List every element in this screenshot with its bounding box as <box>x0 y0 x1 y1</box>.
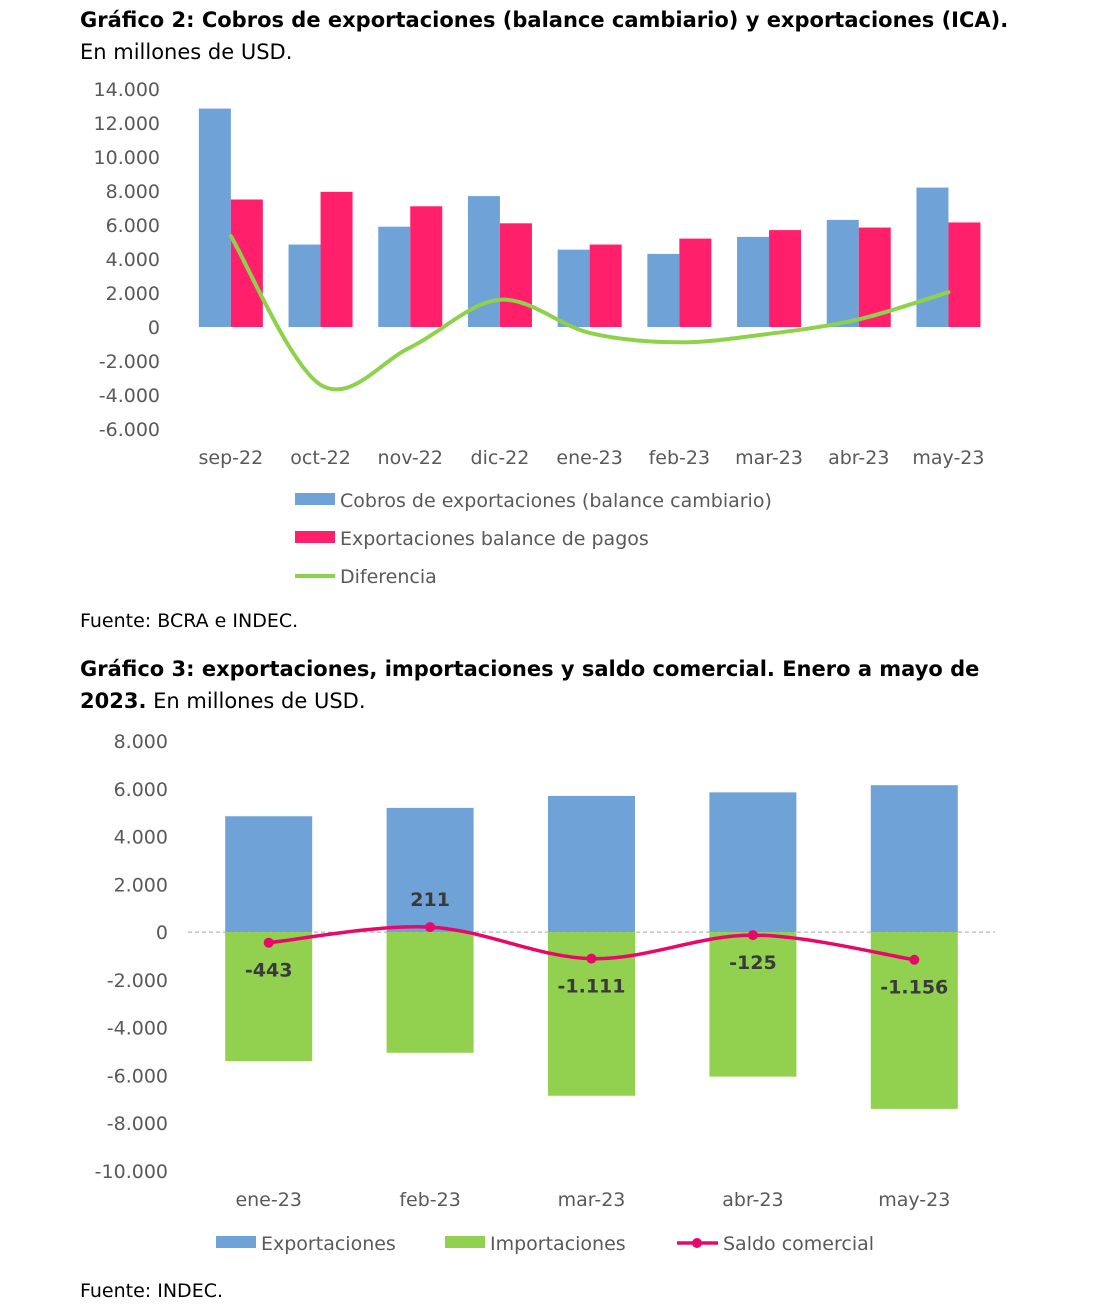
x-tick-label: ene-23 <box>235 1189 301 1211</box>
bar-cobros-sep-22 <box>198 108 231 327</box>
y-tick-label: 2.000 <box>106 283 160 305</box>
y-tick-label: 6.000 <box>106 215 160 237</box>
bar-exportaciones-ene-23 <box>225 816 313 933</box>
y-tick-label: 8.000 <box>114 731 168 753</box>
x-tick-label: feb-23 <box>399 1189 460 1211</box>
x-tick-label: abr-23 <box>722 1189 783 1211</box>
y-tick-label: -10.000 <box>95 1161 168 1183</box>
line-diferencia <box>228 234 951 392</box>
chart3-title-line2: 2023. <box>80 689 147 713</box>
bar-exportaciones-dic-22 <box>499 223 532 327</box>
x-tick-label: feb-23 <box>649 447 710 469</box>
x-tick-label: abr-23 <box>828 447 889 469</box>
chart3-caption: Gráfico 3: exportaciones, importaciones … <box>80 653 1020 717</box>
y-tick-label: -4.000 <box>107 1018 168 1040</box>
x-tick-label: oct-22 <box>290 447 351 469</box>
y-tick-label: 0 <box>156 922 168 944</box>
y-tick-label: 10.000 <box>94 147 160 169</box>
bar-exportaciones-nov-22 <box>410 206 443 327</box>
bar-cobros-feb-23 <box>647 253 680 327</box>
chart2-source: Fuente: BCRA e INDEC. <box>80 610 299 632</box>
bar-importaciones-abr-23 <box>709 932 797 1077</box>
data-label-saldo: -125 <box>729 952 777 974</box>
x-tick-label: may-23 <box>878 1189 950 1211</box>
x-tick-label: sep-22 <box>199 447 264 469</box>
y-tick-label: -2.000 <box>107 970 168 992</box>
y-tick-label: 14.000 <box>94 79 160 101</box>
y-tick-label: 0 <box>148 317 160 339</box>
bar-exportaciones-oct-22 <box>320 191 353 327</box>
chart2-subtitle: En millones de USD. <box>80 40 293 64</box>
point-saldo-comercial <box>425 922 436 933</box>
x-tick-label: dic-22 <box>471 447 530 469</box>
chart2-caption: Gráfico 2: Cobros de exportaciones (bala… <box>80 4 1020 68</box>
x-tick-label: mar-23 <box>558 1189 626 1211</box>
y-tick-label: -2.000 <box>99 351 160 373</box>
data-label-saldo: -1.111 <box>558 976 626 998</box>
bar-importaciones-ene-23 <box>225 932 313 1062</box>
legend-label: Exportaciones balance de pagos <box>340 528 649 550</box>
legend-label: Exportaciones <box>261 1233 396 1255</box>
y-tick-label: 4.000 <box>106 249 160 271</box>
x-tick-label: ene-23 <box>556 447 622 469</box>
bar-exportaciones-may-23 <box>870 785 958 933</box>
bar-exportaciones-mar-23 <box>769 230 802 327</box>
y-tick-label: 4.000 <box>114 827 168 849</box>
legend-swatch <box>216 1236 256 1248</box>
x-tick-label: may-23 <box>912 447 984 469</box>
bar-exportaciones-ene-23 <box>589 244 622 327</box>
legend-label: Importaciones <box>490 1233 626 1255</box>
point-saldo-comercial <box>909 954 920 965</box>
bar-cobros-nov-22 <box>378 226 411 327</box>
point-saldo-comercial <box>747 930 758 941</box>
y-tick-label: 6.000 <box>114 779 168 801</box>
bar-exportaciones-may-23 <box>948 222 981 327</box>
bar-importaciones-feb-23 <box>386 932 474 1053</box>
legend-swatch <box>295 531 335 543</box>
bar-exportaciones-mar-23 <box>548 795 635 933</box>
bar-exportaciones-feb-23 <box>679 238 712 327</box>
y-tick-label: -4.000 <box>99 385 160 407</box>
bar-cobros-ene-23 <box>557 249 590 327</box>
chart3-subtitle: En millones de USD. <box>146 689 366 713</box>
legend-label: Cobros de exportaciones (balance cambiar… <box>340 490 772 512</box>
bar-exportaciones-abr-23 <box>709 792 797 933</box>
chart3-source: Fuente: INDEC. <box>80 1280 224 1302</box>
y-tick-label: -8.000 <box>107 1113 168 1135</box>
x-tick-label: mar-23 <box>735 447 803 469</box>
chart3-title-line1: Gráfico 3: exportaciones, importaciones … <box>80 657 980 681</box>
point-saldo-comercial <box>586 953 597 964</box>
chart2-title: Gráfico 2: Cobros de exportaciones (bala… <box>80 8 1009 32</box>
x-tick-label: nov-22 <box>378 447 443 469</box>
bar-cobros-may-23 <box>916 187 949 327</box>
legend-swatch <box>295 493 335 505</box>
y-tick-label: 2.000 <box>114 874 168 896</box>
bar-cobros-abr-23 <box>826 219 859 327</box>
legend-label: Saldo comercial <box>723 1233 874 1255</box>
y-tick-label: 8.000 <box>106 181 160 203</box>
legend-swatch <box>445 1236 485 1248</box>
y-tick-label: -6.000 <box>99 419 160 441</box>
point-saldo-comercial <box>263 937 274 948</box>
legend-label: Diferencia <box>340 566 437 588</box>
bar-cobros-mar-23 <box>737 236 770 327</box>
legend-swatch-marker <box>692 1238 702 1248</box>
y-tick-label: 12.000 <box>94 113 160 135</box>
data-label-saldo: 211 <box>410 889 450 911</box>
chart2: 14.000 12.000 10.000 8.000 6.000 4.000 2.000 0 -… <box>94 79 985 588</box>
data-label-saldo: -1.156 <box>880 977 948 999</box>
y-tick-label: -6.000 <box>107 1065 168 1087</box>
data-label-saldo: -443 <box>245 960 293 982</box>
bar-cobros-oct-22 <box>288 244 321 327</box>
bar-exportaciones-feb-23 <box>386 807 474 933</box>
